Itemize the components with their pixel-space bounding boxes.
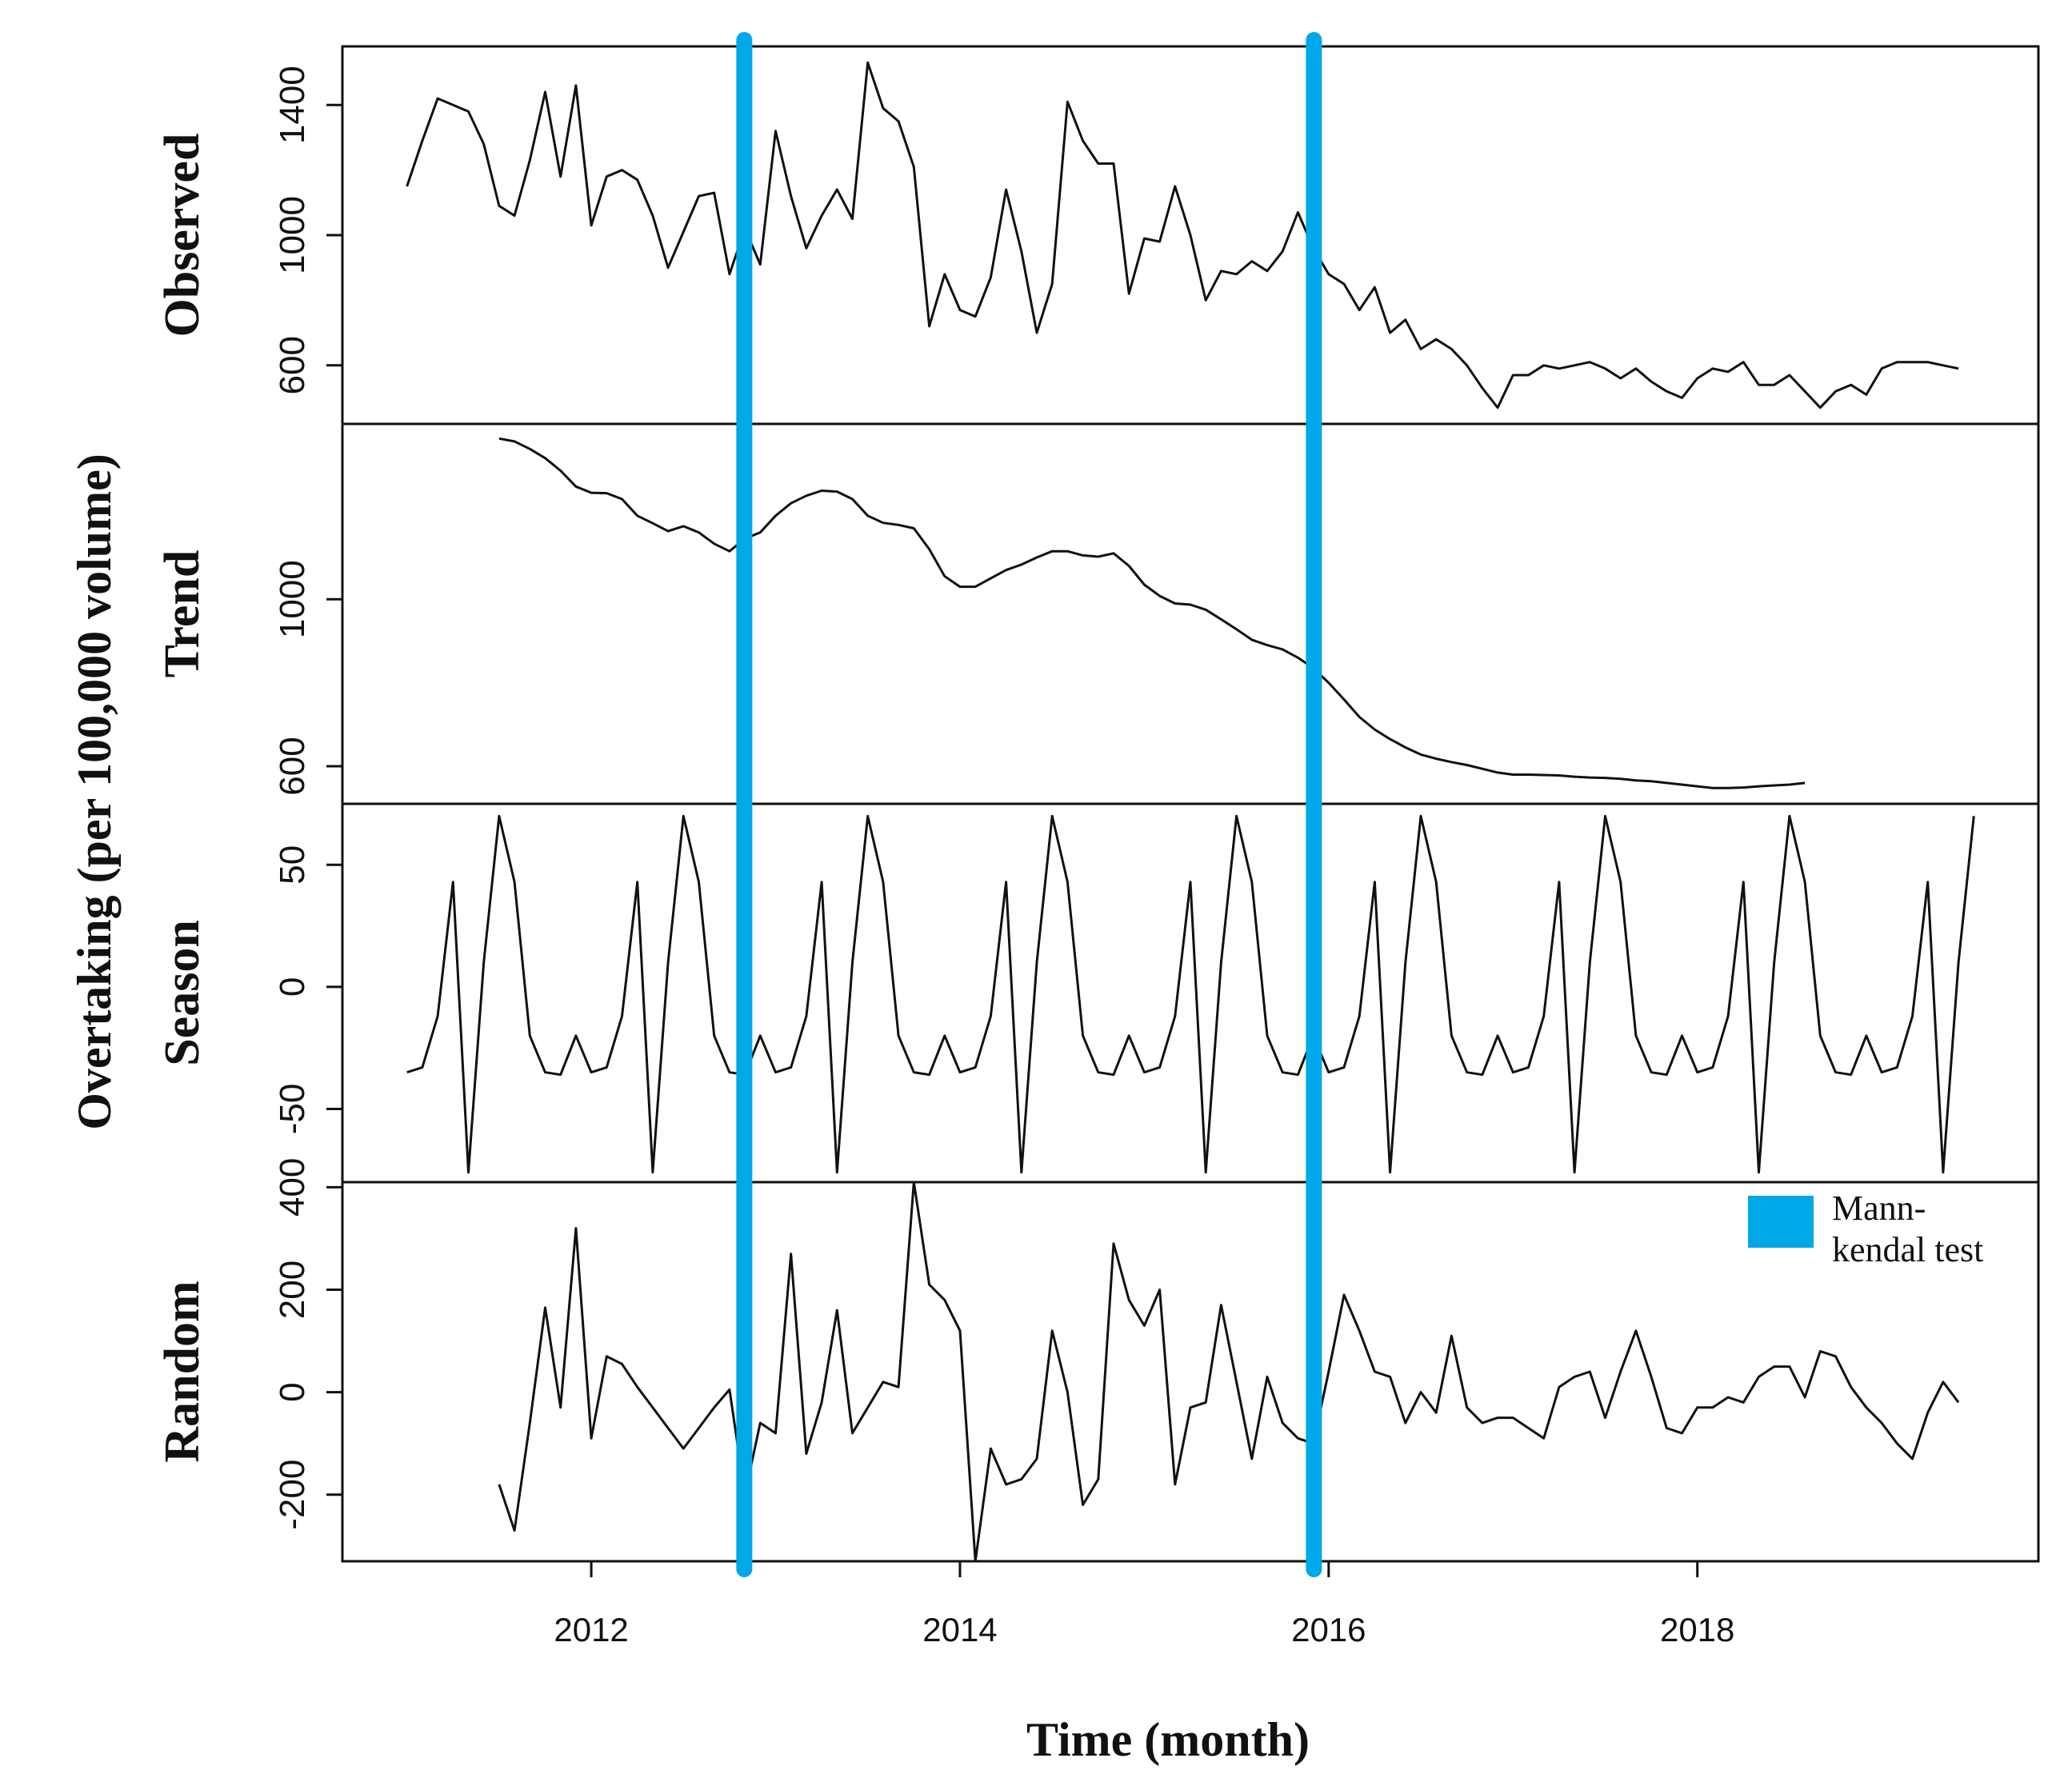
legend-swatch: [1748, 1196, 1814, 1248]
series-line-season: [406, 814, 1975, 1174]
x-tick-label: 2016: [1291, 1611, 1366, 1648]
legend: Mann- kendal test: [1748, 1189, 1983, 1269]
y-axes-layer: 600 1000 1400 Observed 600 1000 Trend -50 0 50 Sea…: [155, 66, 342, 1530]
panel-label-season: Season: [155, 920, 210, 1066]
y-tick-label-observed: 600: [273, 336, 312, 394]
y-tick-label-observed: 1400: [273, 66, 312, 144]
x-tick-label: 2014: [922, 1611, 997, 1648]
panel-label-trend: Trend: [155, 550, 210, 678]
y-tick-label-observed: 1000: [273, 196, 312, 274]
y-tick-label-random: 200: [273, 1261, 312, 1319]
x-tick-label: 2018: [1660, 1611, 1734, 1648]
series-line-observed: [406, 61, 1959, 410]
y-tick-label-random: 400: [273, 1158, 312, 1217]
y-axis-title: Overtaking (per 100,000 volume): [68, 453, 121, 1129]
panel-label-random: Random: [155, 1281, 210, 1462]
x-axis: 2012 2014 2016 2018: [554, 1561, 1734, 1648]
mann-kendal-markers: [736, 32, 1322, 1577]
series-layer: [406, 61, 1975, 1563]
y-tick-label-season: -50: [273, 1084, 312, 1135]
y-tick-label-trend: 1000: [273, 560, 312, 638]
x-tick-label: 2012: [554, 1611, 628, 1648]
series-line-trend: [498, 437, 1806, 789]
panel-frame-trend: [341, 422, 2040, 805]
y-tick-label-random: 0: [273, 1382, 312, 1401]
panel-label-observed: Observed: [155, 134, 210, 338]
panel-frame-random: [341, 1181, 2040, 1563]
legend-label: Mann- kendal test: [1832, 1189, 1983, 1269]
series-line-random: [498, 1181, 1960, 1563]
y-tick-label-season: 0: [273, 977, 312, 997]
y-tick-label-season: 50: [273, 845, 312, 885]
y-tick-label-trend: 600: [273, 737, 312, 795]
y-tick-label-random: -200: [273, 1460, 312, 1530]
x-axis-title: Time (month): [1026, 1713, 1310, 1766]
